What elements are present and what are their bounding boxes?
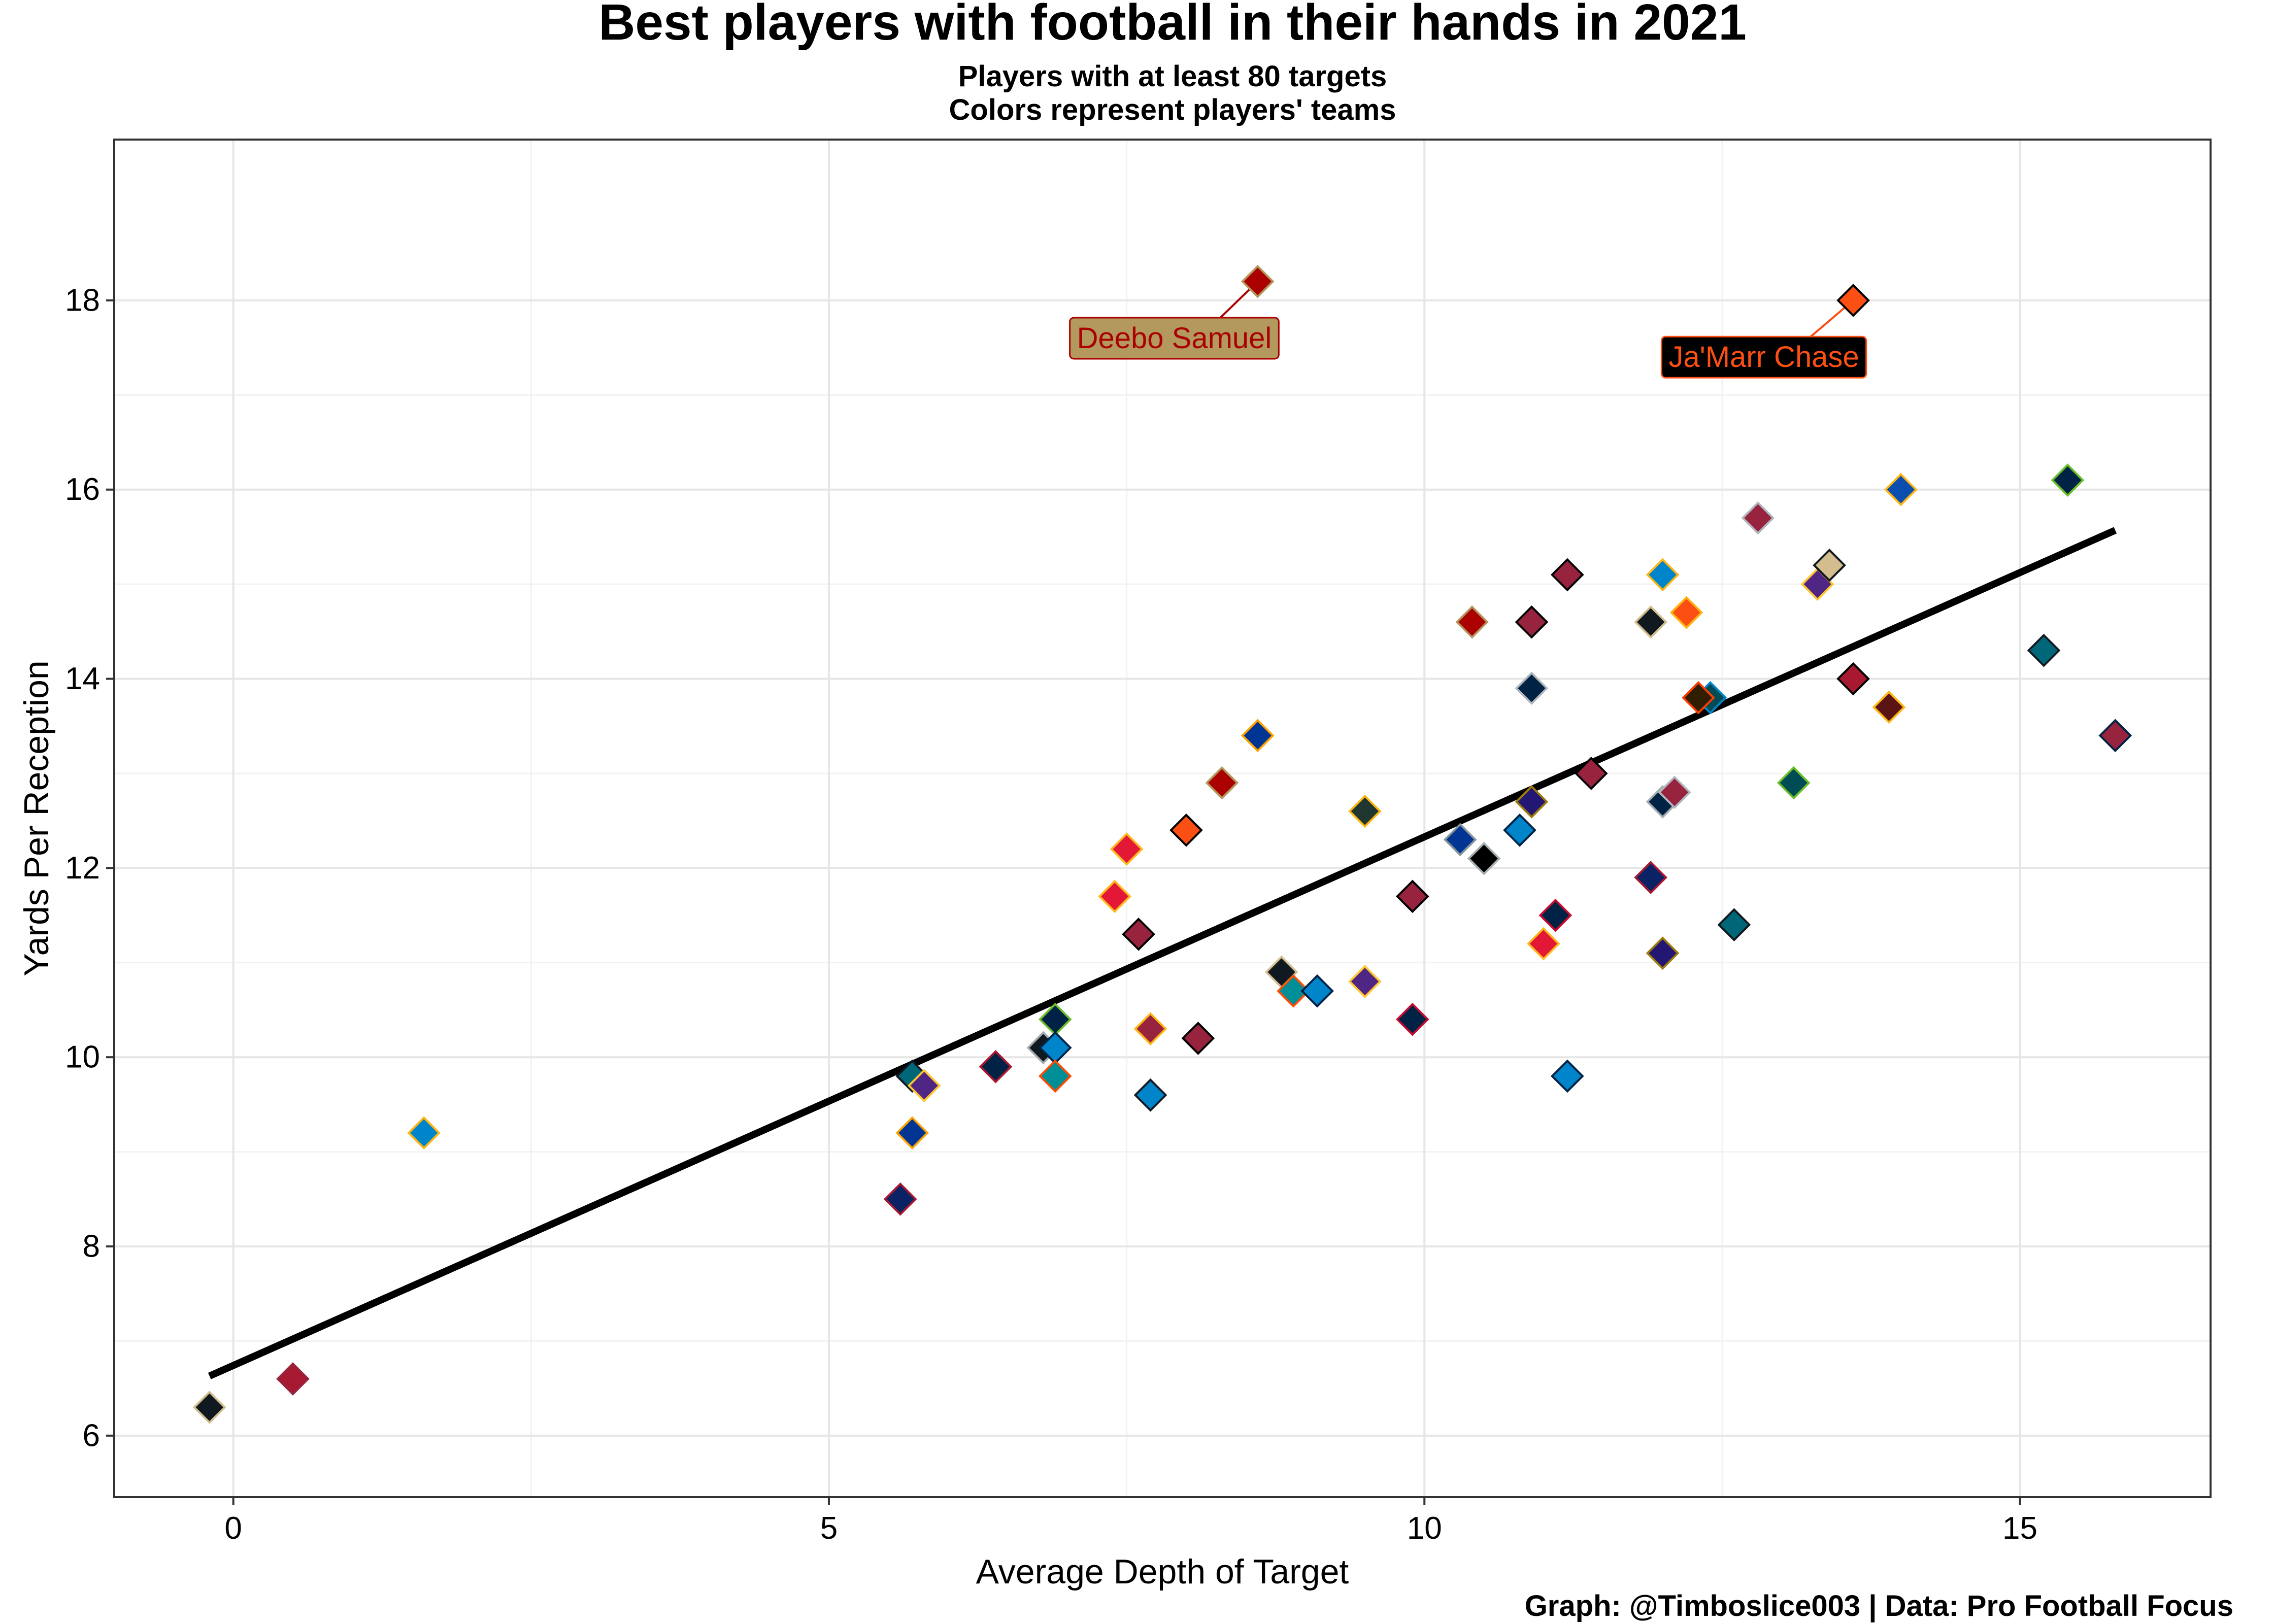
data-point [1551,558,1584,592]
data-point [1277,974,1310,1008]
data-point [1551,1059,1584,1093]
data-point [1836,662,1870,696]
data-point [895,1116,929,1150]
data-point [2051,463,2085,497]
data-point [1634,605,1667,639]
data-point [1527,927,1560,961]
data-point [1038,1059,1072,1093]
chart-subtitle-line-2: Colors represent players' teams [949,93,1396,126]
data-point [2027,633,2061,667]
data-point [407,1116,441,1150]
data-point [1717,908,1751,942]
x-tick-label: 0 [224,1511,242,1546]
data-point [1872,690,1906,724]
data-point [1205,766,1239,800]
x-tick-label: 5 [820,1511,838,1546]
data-point [1122,918,1155,951]
data-point [1646,936,1680,970]
data-point [1884,472,1918,506]
data-point [979,1050,1013,1084]
data-point [1395,1002,1429,1036]
data-point [1515,785,1549,819]
data-point [1110,832,1144,866]
data-point [1443,823,1477,857]
data-point [1741,501,1775,535]
x-axis-title: Average Depth of Target [976,1552,1349,1591]
data-point [1395,879,1429,913]
data-point [1169,813,1203,847]
annotation-label: Deebo Samuel [1077,322,1272,355]
data-point [1669,596,1703,629]
data-point [1836,284,1870,317]
data-point [1503,813,1536,847]
data-point [1241,264,1275,298]
data-point [1574,757,1608,790]
annotation-label-box [1069,317,1280,360]
y-tick-label: 16 [65,472,100,507]
data-point [1634,861,1667,894]
data-point [2098,719,2132,753]
data-point [1813,549,1846,582]
annotation-label: Ja'Marr Chase [1668,341,1859,374]
data-point [1467,841,1501,875]
y-tick-label: 6 [83,1418,100,1453]
data-point [1515,671,1549,705]
x-tick-label: 10 [1407,1511,1442,1546]
data-point [1777,766,1811,800]
y-tick-label: 10 [65,1040,100,1075]
chart-subtitle-line-1: Players with at least 80 targets [958,60,1387,93]
data-point [1098,879,1131,913]
trend-line [208,527,2117,1379]
data-point [1515,605,1549,639]
annotation-label-box [1660,335,1867,379]
data-point [1241,719,1275,753]
data-point [192,1391,226,1424]
data-point [1539,898,1573,932]
data-point [1133,1012,1167,1046]
data-point [1181,1022,1215,1055]
chart-caption: Graph: @Timboslice003 | Data: Pro Footba… [1524,1589,2233,1622]
y-tick-label: 18 [65,283,100,318]
chart-title: Best players with football in their hand… [598,0,1747,51]
data-point [1658,775,1691,809]
y-tick-label: 8 [83,1229,100,1264]
data-point [1682,681,1715,715]
y-tick-label: 12 [65,851,100,886]
x-tick-label: 15 [2002,1511,2037,1546]
y-axis-title: Yards Per Reception [17,660,56,976]
data-point [907,1069,941,1102]
data-point [276,1362,310,1396]
data-point [1646,558,1680,592]
data-point [1133,1078,1167,1112]
plot-panel-border [113,139,2212,1498]
data-point [1455,605,1489,639]
data-point [1348,965,1382,998]
data-point [1300,974,1334,1008]
data-point [1348,794,1382,828]
data-point [883,1182,917,1216]
y-tick-label: 14 [65,661,100,696]
